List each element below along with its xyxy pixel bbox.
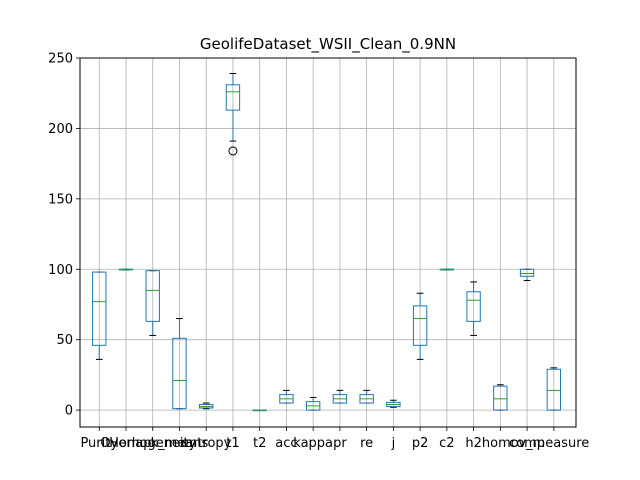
plot-frame [79, 57, 577, 428]
x-tick-label: Overlap [100, 436, 151, 451]
box-body [145, 270, 160, 322]
box-re [359, 389, 374, 404]
x-tick-label: acc [275, 436, 297, 451]
x-tick-label: c2 [439, 436, 454, 451]
box-body [225, 84, 241, 111]
box-t2 [252, 409, 267, 412]
chart-title: GeolifeDataset_WSII_Clean_0.9NN [200, 35, 456, 54]
x-tick-label: Homogeneity [109, 436, 197, 451]
grid-lines [80, 57, 576, 427]
box-body [412, 305, 428, 346]
box-body [519, 268, 535, 277]
y-tick-label: 150 [48, 192, 73, 207]
x-tick-label: v_measure [518, 436, 589, 451]
box-acc [279, 389, 294, 404]
box-c2 [439, 268, 455, 271]
box-homogeneity [145, 270, 160, 336]
box-entropy [199, 402, 214, 410]
outlier-point [228, 146, 238, 156]
x-axis-ticks: PurityOverlapHomogeneityk_meansentropyt1… [80, 427, 589, 451]
y-axis-ticks: 0 50 100 150 200 250 [48, 52, 80, 419]
box-series [92, 72, 561, 412]
box-body [92, 271, 107, 346]
box-kappa [305, 396, 321, 411]
x-tick-label: j [391, 436, 396, 451]
box-overlap [118, 268, 134, 271]
box-purity [92, 271, 107, 360]
x-tick-label: entropy [181, 436, 232, 451]
box-homo [493, 384, 508, 411]
x-tick-label: p2 [412, 436, 429, 451]
y-tick-label: 200 [48, 122, 73, 137]
x-tick-label: re [360, 436, 373, 451]
box-body [172, 337, 187, 410]
box-k-means [172, 318, 187, 410]
y-tick-label: 0 [65, 404, 73, 419]
box-body [493, 385, 508, 411]
box-body [546, 368, 561, 411]
box-comp [519, 268, 535, 282]
box-p2 [412, 292, 428, 360]
x-tick-label: pr [333, 436, 347, 451]
box-body [466, 291, 481, 322]
box-j [386, 399, 401, 408]
x-tick-label: t2 [253, 436, 266, 451]
x-tick-label: t1 [226, 436, 239, 451]
x-tick-label: comp [509, 436, 545, 451]
x-tick-label: kappa [293, 436, 333, 451]
box-v-measure [546, 367, 561, 411]
x-tick-label: Purity [80, 436, 118, 451]
x-tick-label: homo [482, 436, 519, 451]
box-t1 [225, 72, 241, 156]
x-tick-label: h2 [465, 436, 482, 451]
y-tick-label: 50 [56, 333, 73, 348]
box-h2 [466, 281, 481, 336]
box-pr [332, 389, 348, 404]
y-tick-label: 100 [48, 263, 73, 278]
y-tick-label: 250 [48, 52, 73, 67]
x-tick-label: k_means [151, 436, 209, 451]
